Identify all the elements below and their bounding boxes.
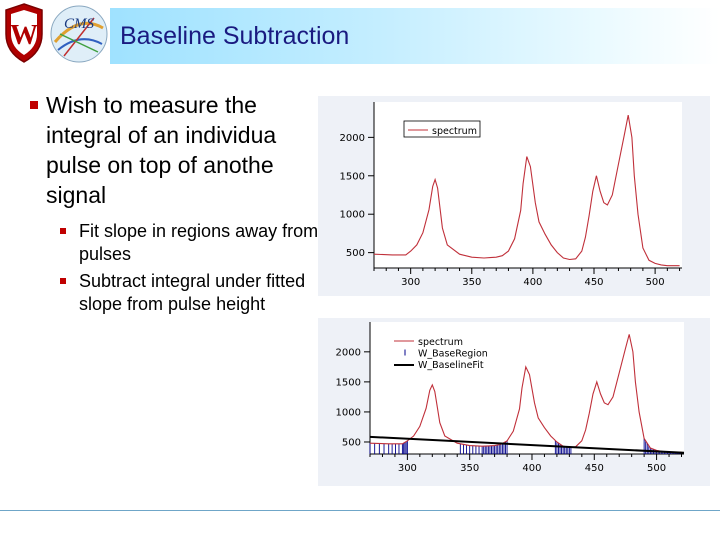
y-tick-label: 500: [342, 437, 361, 448]
experiment-logo: CMS: [50, 5, 108, 63]
sub-bullet-text: Fit slope in regions away from pulses: [79, 221, 319, 264]
slide-title: Baseline Subtraction: [120, 22, 350, 50]
y-tick-label: 500: [346, 248, 365, 259]
university-crest-logo: W: [5, 3, 43, 63]
y-tick-label: 1500: [336, 377, 361, 388]
slide-header: W CMS Baseline Subtraction: [0, 0, 720, 66]
legend-box: [403, 120, 481, 138]
footer-divider: [0, 510, 720, 511]
bullet-list: Wish to measure the integral of an indiv…: [30, 90, 320, 316]
x-tick-label: 300: [398, 463, 417, 474]
legend-label: spectrum: [432, 126, 477, 137]
sub-bullet-text: Subtract integral under fitted slope fro…: [79, 271, 306, 314]
spectrum-line: [369, 334, 682, 453]
baseline-plot: 500 1000 1500 2000 300 350 400 450 500 spectrum W_…: [318, 318, 710, 486]
sub-bullet: Fit slope in regions away from pulses: [56, 220, 320, 266]
main-bullet: Wish to measure the integral of an indiv…: [30, 90, 320, 210]
y-tick-label: 1500: [340, 171, 365, 182]
main-bullet-text: Wish to measure the integral of an indiv…: [46, 92, 277, 208]
x-tick-label: 450: [584, 277, 603, 288]
baseline-fit-line: [369, 435, 685, 454]
sub-bullet: Subtract integral under fitted slope fro…: [56, 270, 320, 316]
y-tick-label: 2000: [340, 133, 365, 144]
x-tick-label: 500: [646, 277, 665, 288]
x-tick-label: 400: [523, 277, 542, 288]
bullet-square-icon: [60, 228, 66, 234]
legend-label: W_BaselineFit: [418, 360, 484, 371]
y-tick-label: 2000: [336, 347, 361, 358]
bullet-square-icon: [60, 278, 66, 284]
x-tick-label: 350: [460, 463, 479, 474]
experiment-logo-text: CMS: [64, 16, 95, 32]
y-tick-label: 1000: [336, 407, 361, 418]
x-tick-label: 400: [522, 463, 541, 474]
legend-label: W_BaseRegion: [418, 349, 488, 360]
title-band: [110, 8, 720, 64]
y-tick-label: 1000: [340, 210, 365, 221]
spectrum-line: [373, 114, 680, 267]
x-tick-label: 500: [647, 463, 666, 474]
x-tick-label: 450: [585, 463, 604, 474]
bullet-square-icon: [30, 101, 38, 109]
spectrum-plot: 500 1000 1500 2000 300 350 400 450 500 spectrum: [318, 96, 710, 296]
x-tick-label: 300: [401, 277, 420, 288]
spectrum-chart: 500 1000 1500 2000 300 350 400 450 500 spectrum: [318, 96, 710, 296]
crest-letter: W: [10, 20, 38, 51]
x-tick-label: 350: [462, 277, 481, 288]
legend-label: spectrum: [418, 337, 463, 348]
